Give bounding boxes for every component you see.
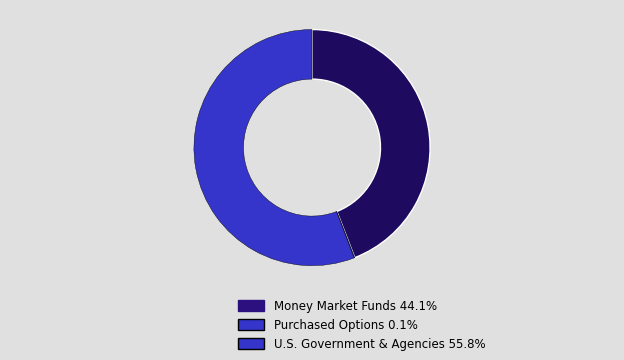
- Legend: Money Market Funds 44.1%, Purchased Options 0.1%, U.S. Government & Agencies 55.: Money Market Funds 44.1%, Purchased Opti…: [235, 296, 489, 354]
- Wedge shape: [312, 30, 430, 258]
- Wedge shape: [194, 30, 354, 266]
- Wedge shape: [336, 211, 355, 258]
